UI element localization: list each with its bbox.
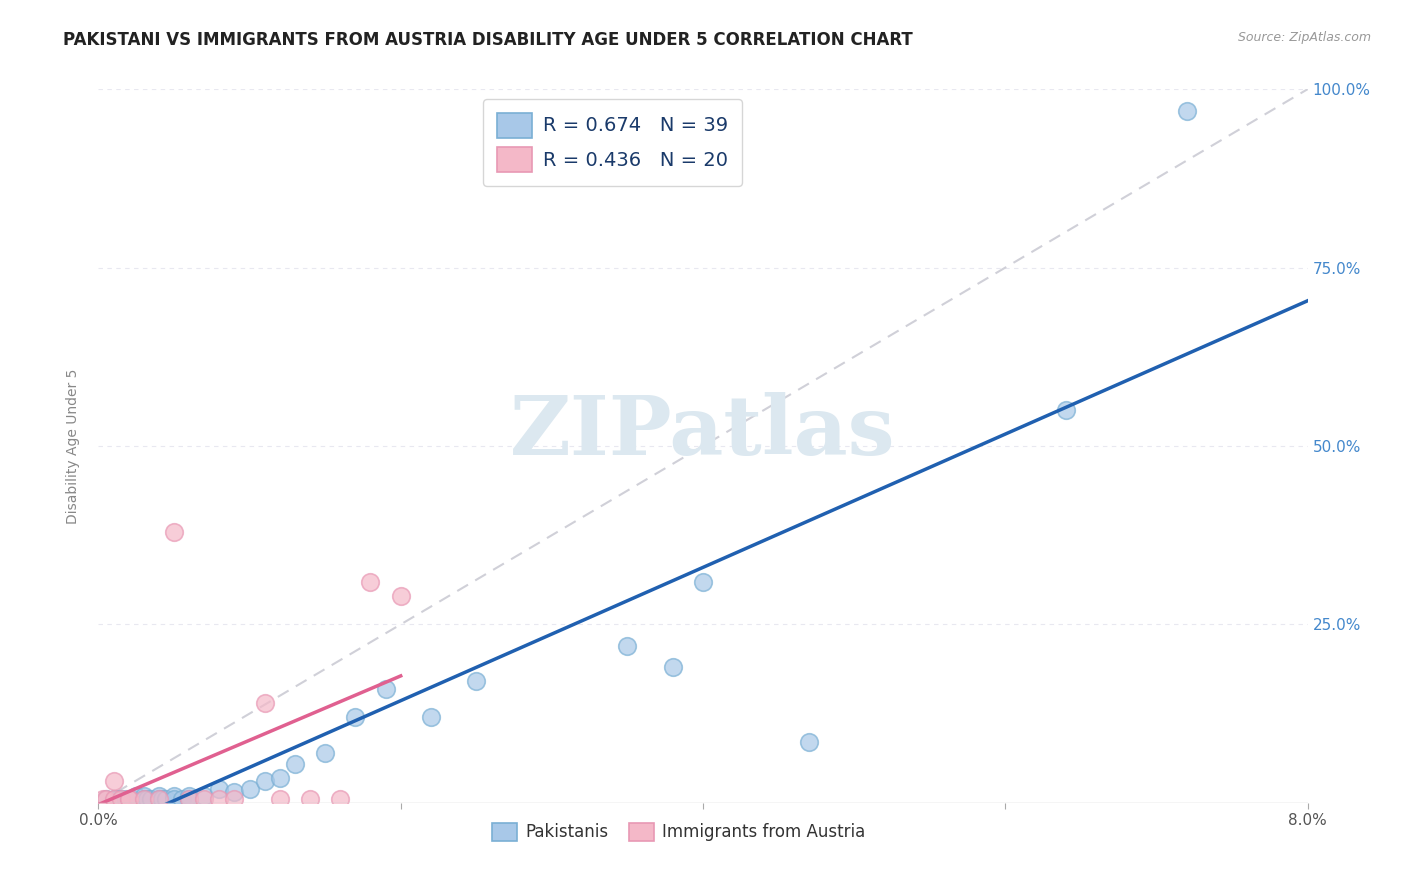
Point: [661, 660, 683, 674]
Point: [253, 696, 276, 710]
Point: [193, 789, 215, 803]
Point: [107, 792, 129, 806]
Point: [148, 792, 170, 806]
Point: [103, 774, 125, 789]
Point: [103, 792, 125, 806]
Point: [121, 792, 143, 806]
Point: [797, 735, 820, 749]
Point: [420, 710, 443, 724]
Legend: Pakistanis, Immigrants from Austria: Pakistanis, Immigrants from Austria: [485, 816, 872, 848]
Point: [692, 574, 714, 589]
Point: [132, 789, 155, 803]
Y-axis label: Disability Age Under 5: Disability Age Under 5: [66, 368, 80, 524]
Point: [1054, 403, 1077, 417]
Point: [150, 792, 173, 806]
Point: [170, 792, 193, 806]
Point: [284, 756, 307, 771]
Point: [125, 789, 148, 803]
Point: [110, 792, 132, 806]
Point: [141, 792, 163, 806]
Point: [118, 792, 141, 806]
Point: [132, 792, 155, 806]
Point: [299, 792, 322, 806]
Point: [224, 785, 246, 799]
Point: [208, 792, 231, 806]
Text: Source: ZipAtlas.com: Source: ZipAtlas.com: [1237, 31, 1371, 45]
Point: [389, 589, 412, 603]
Point: [148, 789, 170, 803]
Point: [179, 792, 201, 806]
Point: [103, 792, 125, 806]
Point: [132, 792, 155, 806]
Point: [91, 792, 114, 806]
Point: [114, 792, 136, 806]
Point: [1175, 103, 1198, 118]
Point: [155, 792, 177, 806]
Point: [110, 792, 132, 806]
Point: [224, 792, 246, 806]
Text: ZIPatlas: ZIPatlas: [510, 392, 896, 472]
Point: [94, 792, 117, 806]
Point: [94, 792, 117, 806]
Point: [163, 792, 186, 806]
Point: [163, 524, 186, 539]
Text: PAKISTANI VS IMMIGRANTS FROM AUSTRIA DISABILITY AGE UNDER 5 CORRELATION CHART: PAKISTANI VS IMMIGRANTS FROM AUSTRIA DIS…: [63, 31, 912, 49]
Point: [360, 574, 382, 589]
Point: [118, 792, 141, 806]
Point: [269, 792, 291, 806]
Point: [118, 792, 141, 806]
Point: [269, 771, 291, 785]
Point: [163, 789, 186, 803]
Point: [179, 789, 201, 803]
Point: [465, 674, 488, 689]
Point: [135, 792, 157, 806]
Point: [329, 792, 352, 806]
Point: [148, 792, 170, 806]
Point: [208, 781, 231, 796]
Point: [616, 639, 638, 653]
Point: [253, 774, 276, 789]
Point: [239, 781, 262, 796]
Point: [179, 792, 201, 806]
Point: [193, 792, 215, 806]
Point: [344, 710, 367, 724]
Point: [314, 746, 336, 760]
Point: [374, 681, 396, 696]
